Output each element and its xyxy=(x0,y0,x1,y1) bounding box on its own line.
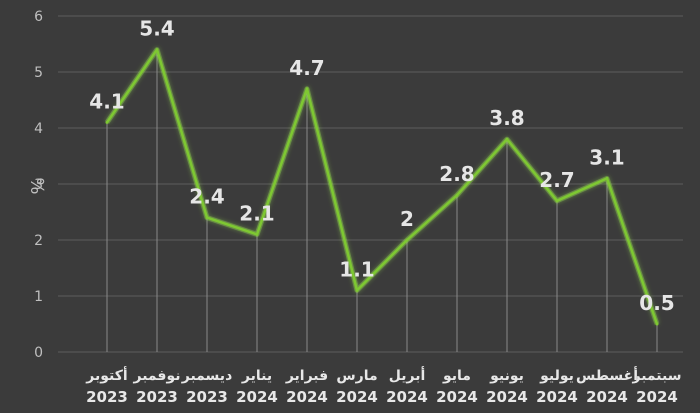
data-label: 1.1 xyxy=(339,257,374,281)
x-tick-month-label: سبتمبر xyxy=(631,368,681,384)
data-point xyxy=(105,120,109,124)
data-point xyxy=(605,176,609,180)
x-tick-month-label: أغسطس xyxy=(576,366,638,384)
x-tick-month-label: أبريل xyxy=(389,366,426,384)
data-point xyxy=(505,137,509,141)
x-tick-month-label: فبراير xyxy=(285,368,328,384)
x-tick-year-label: 2024 xyxy=(536,388,578,406)
data-label: 5.4 xyxy=(139,17,174,41)
x-tick-month-label: يوليو xyxy=(539,368,574,384)
data-label: 3.1 xyxy=(589,145,624,169)
x-tick-month-label: نوفمبر xyxy=(132,368,180,384)
data-point xyxy=(255,232,259,236)
data-point xyxy=(355,288,359,292)
y-tick-label: 2 xyxy=(34,233,43,249)
data-label: 2.1 xyxy=(239,201,274,225)
data-point xyxy=(205,216,209,220)
y-tick-label: 6 xyxy=(34,9,43,25)
data-point xyxy=(405,238,409,242)
data-labels: 4.1 5.4 2.4 2.1 4.7 1.1 2 2.8 3.8 2.7 3.1 0.5 xyxy=(89,17,674,315)
y-tick-label: 0 xyxy=(34,345,43,361)
data-label: 0.5 xyxy=(639,291,674,315)
y-tick-label: 5 xyxy=(34,65,43,81)
x-tick-year-label: 2024 xyxy=(486,388,528,406)
x-tick-month-label: مارس xyxy=(336,368,377,384)
x-tick-year-label: 2024 xyxy=(236,388,278,406)
series-line xyxy=(105,48,659,325)
series-line-group xyxy=(104,47,660,326)
x-tick-month-label: أكتوبر xyxy=(85,366,127,384)
data-label: 2.7 xyxy=(539,168,574,192)
x-tick-year-label: 2024 xyxy=(286,388,328,406)
y-axis-label: % xyxy=(28,177,49,194)
x-tick-month-label: يونيو xyxy=(489,368,524,384)
data-label: 4.7 xyxy=(289,56,324,80)
x-tick-year-label: 2023 xyxy=(136,388,178,406)
data-point xyxy=(155,48,159,52)
x-tick-month-label: مايو xyxy=(442,368,471,384)
x-tick-month-label: ديسمبر xyxy=(181,368,233,384)
x-tick-year-label: 2024 xyxy=(336,388,378,406)
data-point xyxy=(655,322,659,326)
y-axis-ticks: 0 1 2 3 4 5 6 xyxy=(34,9,43,361)
x-tick-year-label: 2024 xyxy=(586,388,628,406)
x-axis-ticks: أكتوبر2023نوفمبر2023ديسمبر2023يناير2024ف… xyxy=(85,366,681,406)
x-tick-year-label: 2024 xyxy=(386,388,428,406)
x-tick-year-label: 2024 xyxy=(436,388,478,406)
y-tick-label: 4 xyxy=(34,121,43,137)
data-label: 2 xyxy=(400,207,414,231)
x-tick-month-label: يناير xyxy=(241,368,272,384)
data-label: 2.8 xyxy=(439,162,474,186)
y-tick-label: 3 xyxy=(34,177,43,193)
data-point xyxy=(555,199,559,203)
x-tick-year-label: 2023 xyxy=(186,388,228,406)
data-point xyxy=(305,87,309,91)
data-label: 2.4 xyxy=(189,185,224,209)
data-point xyxy=(455,193,459,197)
data-label: 4.1 xyxy=(89,89,124,113)
x-tick-year-label: 2024 xyxy=(636,388,678,406)
y-tick-label: 1 xyxy=(34,289,43,305)
data-label: 3.8 xyxy=(489,106,524,130)
x-tick-year-label: 2023 xyxy=(86,388,128,406)
